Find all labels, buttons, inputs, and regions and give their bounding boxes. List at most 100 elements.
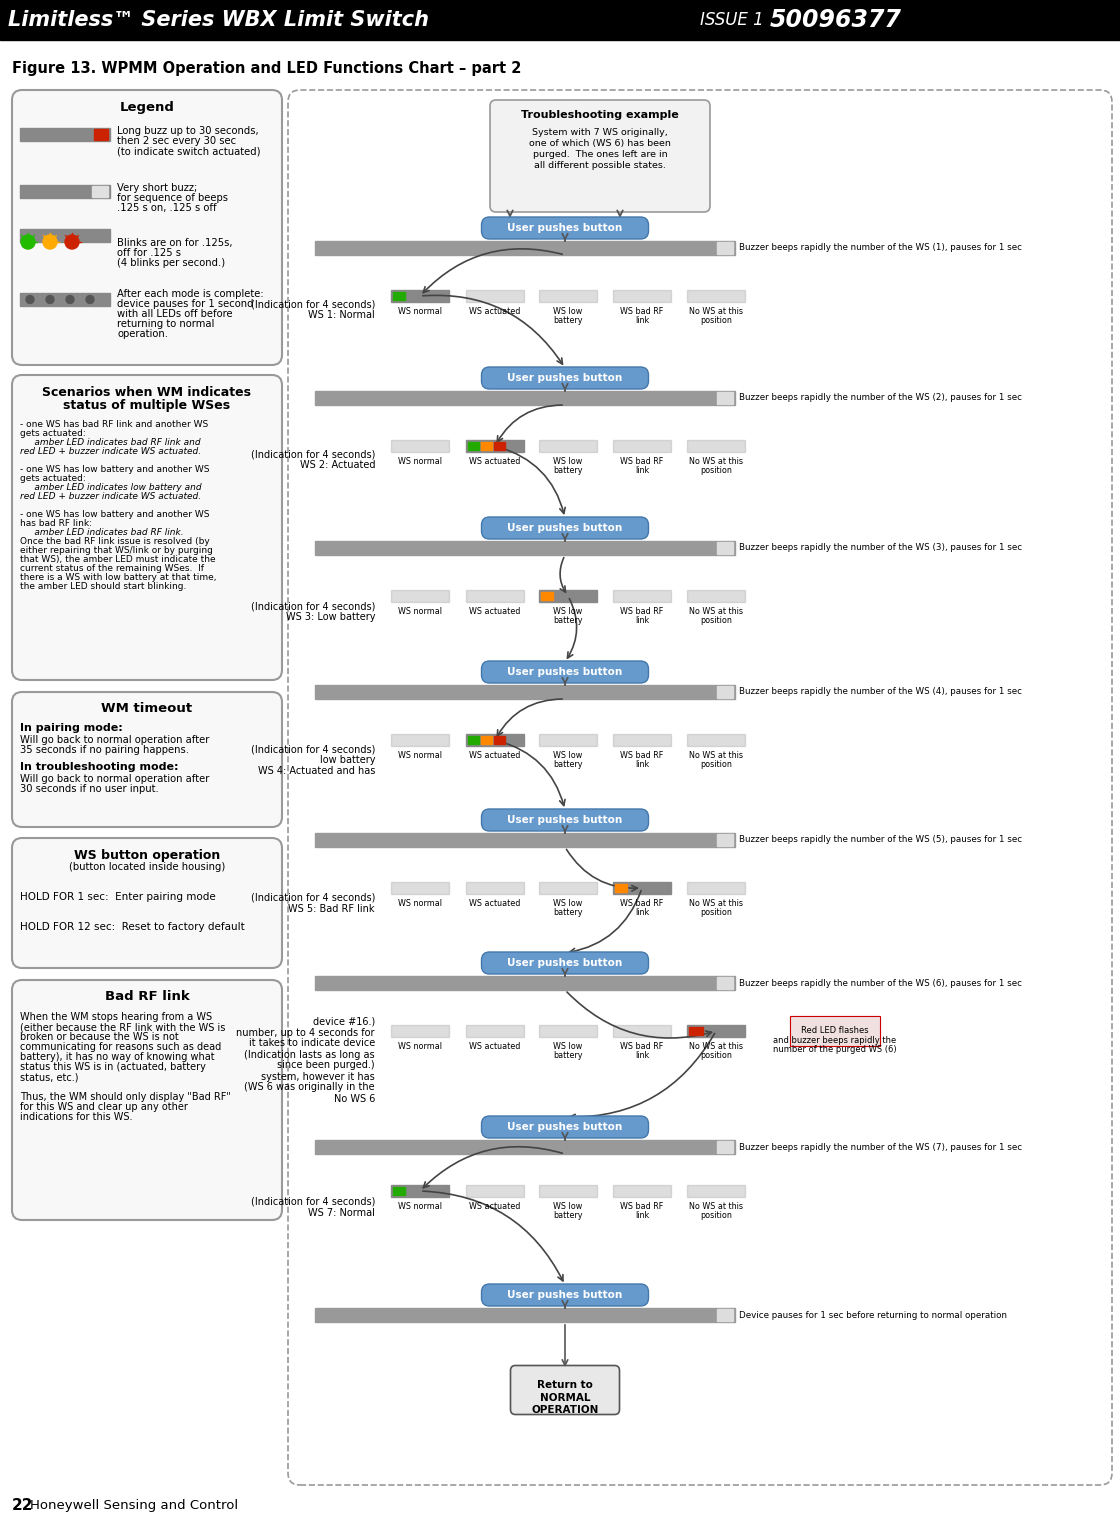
Bar	[613, 589, 671, 602]
Bar	[466, 734, 524, 746]
Bar	[391, 290, 449, 302]
Text: Thus, the WM should only display "Bad RF": Thus, the WM should only display "Bad RF…	[20, 1092, 231, 1101]
Text: position: position	[700, 316, 732, 325]
Text: device pauses for 1 second: device pauses for 1 second	[116, 299, 253, 308]
Text: status this WS is in (actuated, battery: status this WS is in (actuated, battery	[20, 1062, 206, 1072]
Text: (to indicate switch actuated): (to indicate switch actuated)	[116, 146, 261, 156]
Bar	[391, 1025, 449, 1037]
Text: position: position	[700, 466, 732, 475]
Bar	[391, 441, 449, 453]
Text: battery: battery	[553, 760, 582, 769]
Text: for sequence of beeps: for sequence of beeps	[116, 193, 228, 204]
Text: WS bad RF: WS bad RF	[620, 608, 664, 617]
Text: - one WS has low battery and another WS: - one WS has low battery and another WS	[20, 510, 209, 519]
Text: link: link	[635, 316, 650, 325]
Text: Return to: Return to	[538, 1379, 592, 1390]
Bar	[539, 589, 597, 602]
Bar	[494, 442, 505, 450]
Bar	[0, 0, 1120, 39]
Text: status, etc.): status, etc.)	[20, 1072, 78, 1082]
Text: User pushes button: User pushes button	[507, 523, 623, 533]
Text: User pushes button: User pushes button	[507, 1123, 623, 1132]
Bar	[613, 883, 671, 895]
Bar	[539, 734, 597, 746]
Bar	[20, 293, 110, 305]
Text: Device pauses for 1 sec before returning to normal operation: Device pauses for 1 sec before returning…	[739, 1311, 1007, 1320]
Text: WS button operation: WS button operation	[74, 849, 221, 861]
Circle shape	[46, 296, 54, 304]
Text: Blinks are on for .125s,: Blinks are on for .125s,	[116, 238, 233, 248]
Text: WS 7: Normal: WS 7: Normal	[308, 1208, 375, 1218]
Text: indications for this WS.: indications for this WS.	[20, 1112, 132, 1123]
Text: WS normal: WS normal	[398, 1202, 442, 1211]
Text: WS actuated: WS actuated	[469, 899, 521, 908]
Bar	[315, 242, 735, 255]
Text: User pushes button: User pushes button	[507, 1290, 623, 1300]
Bar	[687, 441, 745, 453]
Bar	[92, 185, 108, 197]
Bar	[613, 734, 671, 746]
Text: the amber LED should start blinking.: the amber LED should start blinking.	[20, 582, 186, 591]
Text: number of the purged WS (6): number of the purged WS (6)	[773, 1045, 897, 1054]
Bar	[20, 128, 110, 141]
Text: (Indication for 4 seconds): (Indication for 4 seconds)	[251, 744, 375, 753]
Bar	[717, 1141, 732, 1153]
Text: WS 4: Actuated and has: WS 4: Actuated and has	[258, 766, 375, 776]
Text: then 2 sec every 30 sec: then 2 sec every 30 sec	[116, 137, 236, 146]
Bar	[613, 1185, 671, 1197]
FancyBboxPatch shape	[482, 1284, 648, 1306]
Text: (4 blinks per second.): (4 blinks per second.)	[116, 258, 225, 267]
Text: position: position	[700, 1211, 732, 1220]
FancyBboxPatch shape	[482, 368, 648, 389]
Bar	[466, 589, 524, 602]
Text: WS 5: Bad RF link: WS 5: Bad RF link	[289, 904, 375, 913]
Text: WS bad RF: WS bad RF	[620, 1042, 664, 1051]
Text: Limitless™ Series WBX Limit Switch: Limitless™ Series WBX Limit Switch	[8, 11, 429, 30]
Text: WS 3: Low battery: WS 3: Low battery	[286, 612, 375, 623]
Bar	[94, 129, 108, 140]
Circle shape	[65, 235, 80, 249]
Text: (Indication for 4 seconds): (Indication for 4 seconds)	[251, 602, 375, 612]
Text: No WS 6: No WS 6	[334, 1094, 375, 1103]
FancyBboxPatch shape	[482, 952, 648, 974]
Bar	[466, 1025, 524, 1037]
Bar	[20, 185, 110, 197]
Bar	[717, 977, 732, 989]
Text: - one WS has bad RF link and another WS: - one WS has bad RF link and another WS	[20, 419, 208, 428]
Text: WS bad RF: WS bad RF	[620, 457, 664, 466]
Text: User pushes button: User pushes button	[507, 816, 623, 825]
Text: No WS at this: No WS at this	[689, 307, 743, 316]
Bar	[391, 883, 449, 895]
Text: WS bad RF: WS bad RF	[620, 1202, 664, 1211]
FancyBboxPatch shape	[12, 693, 282, 826]
Text: Bad RF link: Bad RF link	[104, 990, 189, 1004]
Text: No WS at this: No WS at this	[689, 608, 743, 617]
Bar	[687, 1025, 745, 1037]
Text: (Indication for 4 seconds): (Indication for 4 seconds)	[251, 450, 375, 460]
Bar	[717, 834, 732, 846]
Text: all different possible states.: all different possible states.	[534, 161, 666, 170]
Bar	[315, 390, 735, 406]
Text: WS low: WS low	[553, 1202, 582, 1211]
Bar	[466, 290, 524, 302]
Circle shape	[86, 131, 94, 138]
Bar	[790, 1016, 880, 1047]
Bar	[717, 242, 732, 254]
Text: WS normal: WS normal	[398, 1042, 442, 1051]
Bar	[315, 1308, 735, 1322]
Text: amber LED indicates low battery and: amber LED indicates low battery and	[20, 483, 202, 492]
Text: battery: battery	[553, 908, 582, 917]
Text: WS low: WS low	[553, 457, 582, 466]
Bar	[315, 541, 735, 554]
Bar	[615, 884, 627, 892]
Bar	[393, 1186, 405, 1195]
Text: Buzzer beeps rapidly the number of the WS (3), pauses for 1 sec: Buzzer beeps rapidly the number of the W…	[739, 544, 1023, 553]
Text: Buzzer beeps rapidly the number of the WS (1), pauses for 1 sec: Buzzer beeps rapidly the number of the W…	[739, 243, 1021, 252]
Circle shape	[46, 187, 54, 196]
Text: it takes to indicate device: it takes to indicate device	[249, 1039, 375, 1048]
Text: No WS at this: No WS at this	[689, 1042, 743, 1051]
Text: returning to normal: returning to normal	[116, 319, 214, 330]
Text: Troubleshooting example: Troubleshooting example	[521, 109, 679, 120]
Text: User pushes button: User pushes button	[507, 374, 623, 383]
Text: gets actuated:: gets actuated:	[20, 428, 86, 437]
